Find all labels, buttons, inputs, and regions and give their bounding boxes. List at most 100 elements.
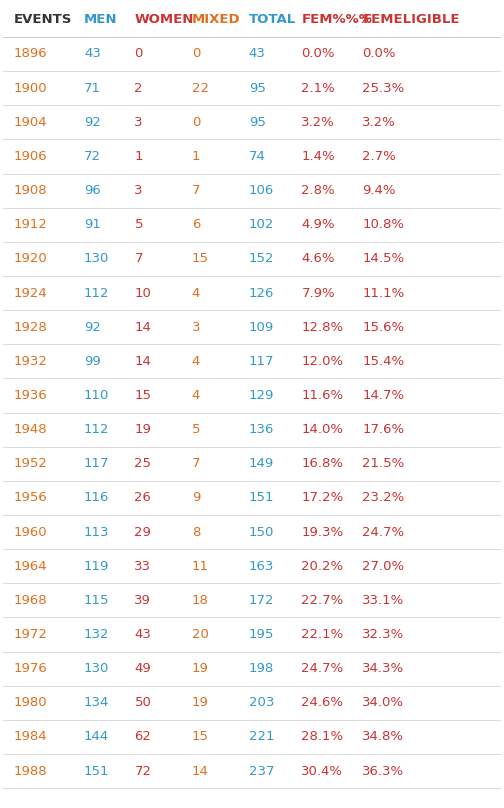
- Text: 33.1%: 33.1%: [362, 594, 405, 607]
- Text: MEN: MEN: [84, 14, 117, 27]
- Text: 15: 15: [192, 252, 209, 265]
- Text: 4.9%: 4.9%: [301, 218, 335, 231]
- Text: 24.7%: 24.7%: [301, 662, 344, 675]
- Text: 1984: 1984: [14, 730, 47, 743]
- Text: 95: 95: [248, 82, 266, 95]
- Text: 1920: 1920: [14, 252, 47, 265]
- Text: 33: 33: [135, 560, 152, 573]
- Text: 21.5%: 21.5%: [362, 457, 405, 470]
- Text: 1908: 1908: [14, 184, 47, 197]
- Text: 7: 7: [192, 184, 200, 197]
- Text: TOTAL: TOTAL: [248, 14, 296, 27]
- Text: 23.2%: 23.2%: [362, 491, 405, 504]
- Text: 71: 71: [84, 82, 101, 95]
- Text: 15.6%: 15.6%: [362, 321, 405, 334]
- Text: 1896: 1896: [14, 48, 47, 61]
- Text: 72: 72: [84, 150, 101, 163]
- Text: 11.6%: 11.6%: [301, 389, 344, 402]
- Text: 14.0%: 14.0%: [301, 423, 343, 436]
- Text: 16.8%: 16.8%: [301, 457, 343, 470]
- Text: 96: 96: [84, 184, 101, 197]
- Text: 1: 1: [192, 150, 200, 163]
- Text: 221: 221: [248, 730, 274, 743]
- Text: 25.3%: 25.3%: [362, 82, 405, 95]
- Text: 72: 72: [135, 764, 152, 777]
- Text: 19: 19: [192, 662, 209, 675]
- Text: 117: 117: [248, 355, 274, 368]
- Text: 134: 134: [84, 696, 109, 709]
- Text: 6: 6: [192, 218, 200, 231]
- Text: 116: 116: [84, 491, 109, 504]
- Text: 113: 113: [84, 525, 109, 539]
- Text: 27.0%: 27.0%: [362, 560, 405, 573]
- Text: 19.3%: 19.3%: [301, 525, 344, 539]
- Text: 1948: 1948: [14, 423, 47, 436]
- Text: 1968: 1968: [14, 594, 47, 607]
- Text: 20.2%: 20.2%: [301, 560, 344, 573]
- Text: 4: 4: [192, 355, 200, 368]
- Text: 17.6%: 17.6%: [362, 423, 405, 436]
- Text: 1980: 1980: [14, 696, 47, 709]
- Text: 1972: 1972: [14, 628, 47, 641]
- Text: 92: 92: [84, 321, 101, 334]
- Text: 130: 130: [84, 662, 109, 675]
- Text: 115: 115: [84, 594, 109, 607]
- Text: 0.0%: 0.0%: [362, 48, 396, 61]
- Text: 36.3%: 36.3%: [362, 764, 405, 777]
- Text: 19: 19: [192, 696, 209, 709]
- Text: 14: 14: [135, 355, 151, 368]
- Text: 22.7%: 22.7%: [301, 594, 344, 607]
- Text: 7: 7: [192, 457, 200, 470]
- Text: 4.6%: 4.6%: [301, 252, 335, 265]
- Text: 25: 25: [135, 457, 152, 470]
- Text: 1928: 1928: [14, 321, 47, 334]
- Text: 24.6%: 24.6%: [301, 696, 343, 709]
- Text: 95: 95: [248, 116, 266, 128]
- Text: 32.3%: 32.3%: [362, 628, 405, 641]
- Text: 149: 149: [248, 457, 274, 470]
- Text: 0.0%: 0.0%: [301, 48, 335, 61]
- Text: 11: 11: [192, 560, 209, 573]
- Text: WOMEN: WOMEN: [135, 14, 194, 27]
- Text: 2: 2: [135, 82, 143, 95]
- Text: 11.1%: 11.1%: [362, 287, 405, 300]
- Text: 14: 14: [192, 764, 209, 777]
- Text: 132: 132: [84, 628, 109, 641]
- Text: 28.1%: 28.1%: [301, 730, 344, 743]
- Text: 34.3%: 34.3%: [362, 662, 405, 675]
- Text: 1956: 1956: [14, 491, 47, 504]
- Text: 237: 237: [248, 764, 274, 777]
- Text: 9: 9: [192, 491, 200, 504]
- Text: 152: 152: [248, 252, 274, 265]
- Text: 12.8%: 12.8%: [301, 321, 344, 334]
- Text: 4: 4: [192, 389, 200, 402]
- Text: 136: 136: [248, 423, 274, 436]
- Text: MIXED: MIXED: [192, 14, 240, 27]
- Text: 1976: 1976: [14, 662, 47, 675]
- Text: 7: 7: [135, 252, 143, 265]
- Text: 49: 49: [135, 662, 151, 675]
- Text: 144: 144: [84, 730, 109, 743]
- Text: 17.2%: 17.2%: [301, 491, 344, 504]
- Text: 3.2%: 3.2%: [362, 116, 396, 128]
- Text: 99: 99: [84, 355, 101, 368]
- Text: 198: 198: [248, 662, 274, 675]
- Text: 110: 110: [84, 389, 109, 402]
- Text: 1906: 1906: [14, 150, 47, 163]
- Text: 92: 92: [84, 116, 101, 128]
- Text: 24.7%: 24.7%: [362, 525, 405, 539]
- Text: 3.2%: 3.2%: [301, 116, 335, 128]
- Text: 151: 151: [84, 764, 109, 777]
- Text: 14.7%: 14.7%: [362, 389, 405, 402]
- Text: 117: 117: [84, 457, 109, 470]
- Text: 14.5%: 14.5%: [362, 252, 405, 265]
- Text: 151: 151: [248, 491, 274, 504]
- Text: 1.4%: 1.4%: [301, 150, 335, 163]
- Text: 203: 203: [248, 696, 274, 709]
- Text: 15: 15: [192, 730, 209, 743]
- Text: 18: 18: [192, 594, 209, 607]
- Text: 29: 29: [135, 525, 151, 539]
- Text: 0: 0: [192, 116, 200, 128]
- Text: 1936: 1936: [14, 389, 47, 402]
- Text: 3: 3: [135, 184, 143, 197]
